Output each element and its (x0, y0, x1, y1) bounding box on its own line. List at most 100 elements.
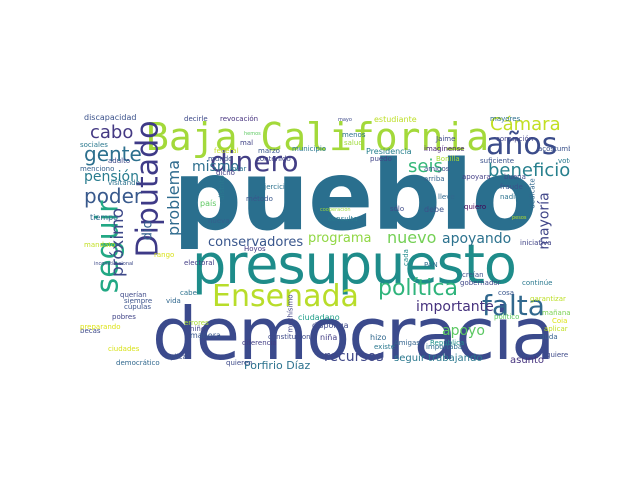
word-mejorar: inconstitucional (94, 261, 134, 267)
word-nuevo: nuevo (387, 228, 437, 247)
word-iniciativa: iniciativa (520, 239, 552, 247)
word-electoral: electoral (184, 259, 215, 267)
word-democracia: democracia (152, 292, 555, 372)
word-quiero: quiero (464, 203, 487, 211)
word-metodo: método (246, 195, 273, 203)
word-querian: querían (120, 291, 147, 299)
word-programa: programa (308, 231, 372, 246)
word-hizo: hizo (370, 333, 387, 342)
word-quedar: mayo (338, 117, 352, 123)
word-nadie: nadie (500, 193, 520, 201)
word-cosa: cosa (498, 289, 515, 297)
word-tiempo: tiempo (90, 213, 119, 222)
word-debe: debe (424, 205, 444, 214)
word-ensenada: Ensenada (212, 279, 359, 314)
word-republica: República (430, 339, 465, 347)
word-acostumbrado: dedicate (528, 178, 537, 209)
word-federal: federal (214, 147, 239, 155)
word-creian: creían (462, 271, 484, 279)
word-mayores: mayores (490, 115, 521, 123)
word-errores: errores (184, 319, 209, 327)
word-camara: Cámara (490, 114, 561, 135)
word-marzo: marzo (258, 147, 280, 155)
word-bonilla: Bonilla (436, 155, 460, 163)
word-importante: importante (416, 299, 494, 315)
word-vida: vida (166, 297, 181, 305)
word-jaime: Jaime (436, 135, 456, 143)
word-rango: rango (154, 251, 175, 259)
word-ciudades: ciudades (108, 345, 140, 353)
word-seis: seis (408, 156, 443, 177)
word-falta: falta (482, 289, 545, 322)
word-importaba: importaba (426, 343, 463, 351)
word-revocacion: revocación (220, 115, 259, 123)
word-constitucional: muchísimo (286, 294, 295, 333)
word-cupulas: cúpulas (124, 303, 152, 311)
word-mundo: mundo (208, 155, 233, 163)
word-sociales: sociales (80, 141, 108, 149)
word-buena: buena (504, 173, 526, 181)
word-dedicate: acostumbrado (538, 145, 570, 153)
word-fraude: fraude (500, 183, 523, 191)
word-mal: mal (240, 139, 254, 147)
word-pesos: pesos (512, 215, 527, 221)
word-continue: continúe (522, 279, 553, 287)
word-problema: problema (164, 159, 184, 237)
word-mandato: mandato (84, 241, 116, 249)
word-mismo: mismo (192, 159, 240, 175)
word-siempre: siempre (124, 297, 153, 305)
word-gobernador: gobernador (460, 279, 501, 287)
word-dinero: dinero (210, 145, 299, 178)
word-arriba: arriba (424, 175, 445, 183)
word-discapacidad: discapacidad (84, 114, 137, 122)
word-manera: manera (190, 331, 221, 340)
word-cooperacion: cooperación (320, 207, 351, 213)
word-menciono: menciono (80, 165, 115, 173)
word-municipio: municipio (292, 145, 327, 153)
word-politico: político (494, 313, 520, 321)
word-decirle: decirle (184, 115, 208, 123)
word-conservadores: conservadores (208, 235, 304, 250)
word-aplica: aplica (166, 353, 187, 361)
word-contenido: contenido (256, 155, 291, 163)
word-beneficio: beneficio (488, 160, 570, 181)
word-aplicar: aplicar (544, 325, 568, 333)
word-asunto: asunto (510, 355, 545, 366)
word-gente: gente (84, 142, 142, 166)
word-solo: sólo (390, 205, 405, 213)
word-salud: salud (344, 139, 363, 147)
word-diferencia: diferencia (242, 339, 277, 347)
word-duda: duda (540, 333, 558, 341)
word-nino: niño (190, 325, 206, 333)
word-pobres: pobres (112, 313, 136, 321)
word-quiere: quiere (546, 351, 569, 359)
word-muchisimo: constitucional (268, 333, 317, 341)
word-becas: becas (80, 327, 101, 335)
word-presupuesto: presupuesto (192, 233, 517, 296)
word-ciudadano: ciudadano (298, 313, 340, 322)
word-poder: poder (84, 184, 143, 208)
word-apoyo: apoyo (442, 323, 485, 339)
word-recursos: recursos (324, 349, 384, 365)
word-pan: PAN (424, 261, 438, 269)
word-amigos: amigos (424, 165, 450, 173)
word-seguir-trabajando: seguir trabajando (394, 353, 483, 364)
word-visitando: visitando (108, 179, 140, 187)
word-menos: menos (342, 131, 366, 139)
word-cloud: pueblo democracia presupuesto Baja Calif… (80, 114, 570, 372)
word-manana: mañana (542, 309, 570, 317)
word-nina: niña (320, 333, 338, 342)
word-presidencia: Presidencia (366, 147, 412, 156)
word-lleve: lleve (438, 193, 455, 201)
word-cabo: cabo (90, 122, 134, 143)
word-votar: votar (228, 165, 247, 173)
word-coia: Coia (552, 317, 568, 325)
word-dio: dio (140, 220, 156, 241)
word-suficiente: suficiente (480, 157, 515, 165)
word-cada: cada (401, 249, 410, 266)
word-corrupcion: corrupción (496, 135, 534, 143)
word-apoyando: apoyando (442, 231, 512, 247)
word-democratico: democrático (116, 359, 160, 367)
word-pueblo: pueblo (173, 140, 538, 252)
word-amigas: Amigas (394, 339, 420, 347)
